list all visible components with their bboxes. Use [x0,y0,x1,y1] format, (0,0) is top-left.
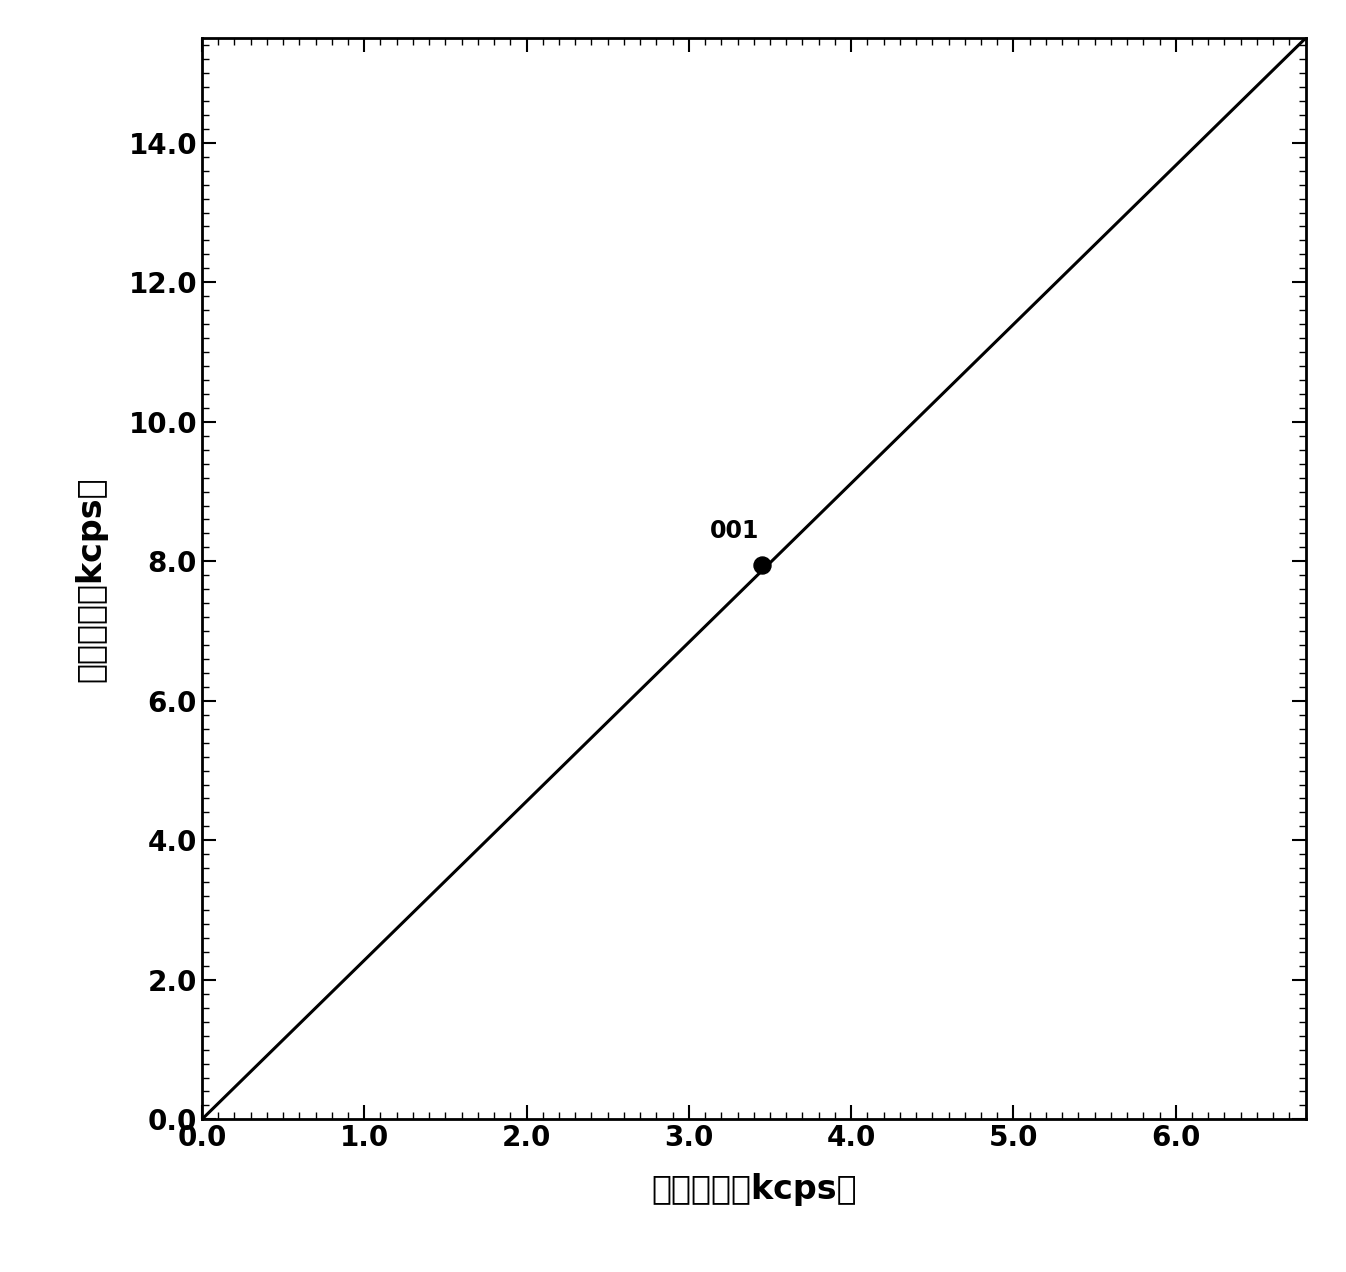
X-axis label: 理论净値（kcps）: 理论净値（kcps） [651,1173,856,1206]
Point [751,555,773,575]
Text: 001: 001 [709,519,759,543]
Y-axis label: 测量强度（kcps）: 测量强度（kcps） [74,476,108,682]
